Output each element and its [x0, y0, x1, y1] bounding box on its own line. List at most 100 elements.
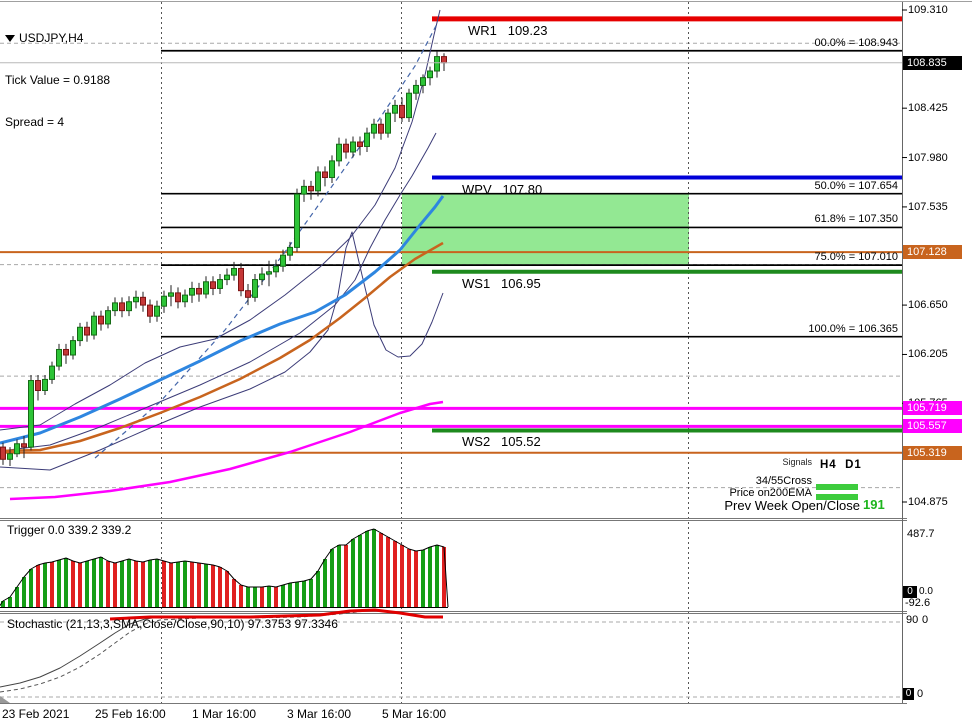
trigger-outline	[0, 528, 449, 608]
time-axis-label: 3 Mar 16:00	[287, 707, 352, 721]
orange-ma-line	[0, 241, 444, 453]
candle-bullish	[126, 301, 132, 312]
stoch-overbought-line	[109, 608, 443, 621]
magenta-ma-line	[9, 400, 444, 501]
candle-bullish	[7, 453, 13, 460]
trigger-histogram-bar	[15, 587, 19, 607]
trigger-histogram-bar	[106, 561, 110, 607]
trigger-value-box: 0	[903, 586, 917, 598]
trigger-histogram-bar	[1, 601, 5, 607]
candle-bullish	[168, 292, 174, 297]
candle-bullish	[287, 246, 293, 256]
candle-bullish	[294, 193, 300, 248]
candle-bullish	[203, 281, 209, 295]
pivot-label-ws1: WS1 106.95	[462, 275, 541, 291]
trigger-axis-min: -92.6	[905, 597, 931, 609]
fib-label: 75.0% = 107.010	[814, 251, 899, 264]
price-level-box: 107.128	[903, 245, 962, 260]
trigger-histogram-bar	[218, 567, 222, 607]
trigger-histogram-bar	[386, 537, 390, 607]
candle-bearish	[21, 443, 27, 448]
candle-bullish	[133, 296, 139, 303]
candle-bearish	[322, 171, 328, 179]
trigger-histogram-bar	[351, 539, 355, 607]
candle-bearish	[98, 315, 104, 325]
candle-bullish	[266, 271, 272, 275]
price-tick-label: 109.310	[908, 4, 948, 16]
trigger-histogram-bar	[393, 541, 397, 607]
candle-bearish	[343, 143, 349, 153]
stoch-value-box: 0	[903, 688, 914, 700]
candle-bearish	[399, 104, 405, 119]
trigger-histogram-bar	[330, 549, 334, 607]
candle-bullish	[364, 132, 370, 147]
trigger-histogram-bar	[267, 586, 271, 607]
candle-bullish	[315, 171, 321, 192]
candle-bullish	[28, 380, 34, 448]
candle-bearish	[245, 290, 251, 298]
trigger-histogram-bar	[8, 597, 12, 607]
signal-row-cross: 34/55Cross	[755, 475, 812, 487]
candle-bullish	[231, 267, 237, 276]
stoch-axis-extra: 0	[922, 614, 929, 626]
candle-bullish	[70, 340, 76, 356]
candle-bearish	[119, 302, 125, 312]
candle-bearish	[0, 446, 6, 460]
trigger-histogram-bar	[316, 571, 320, 607]
trigger-histogram-bar	[274, 587, 278, 607]
candle-bearish	[357, 141, 363, 147]
stoch-level-0-label: 0	[917, 688, 924, 700]
trigger-histogram-bar	[428, 547, 432, 607]
candle-bullish	[224, 274, 230, 281]
trigger-histogram-bar	[78, 563, 82, 607]
candle-bullish	[434, 56, 440, 72]
trigger-histogram-bar	[281, 585, 285, 607]
stochastic-indicator-label: Stochastic (21,13,3,SMA,Close/Close,90,1…	[7, 617, 338, 631]
candle-bullish	[301, 185, 307, 195]
spread-label: Spread = 4	[5, 115, 65, 129]
candle-bullish	[91, 315, 97, 336]
trigger-histogram-bar	[92, 559, 96, 607]
candle-bullish	[217, 279, 223, 289]
candle-bullish	[182, 294, 188, 303]
trigger-histogram-bar	[134, 561, 138, 607]
candle-bullish	[252, 279, 258, 298]
trigger-histogram-bar	[253, 587, 257, 607]
trigger-histogram-bar	[337, 545, 341, 607]
candle-bullish	[273, 265, 279, 273]
price-level-box: 105.319	[903, 445, 962, 460]
candle-bearish	[175, 292, 181, 303]
candle-bearish	[308, 185, 314, 192]
trigger-axis-max: 487.7	[907, 528, 935, 540]
dashed-trendline	[94, 21, 439, 459]
trigger-histogram-bar	[71, 561, 75, 607]
signal-bar-prevweek-h4	[816, 494, 858, 500]
symbol-dropdown-icon	[5, 35, 15, 42]
time-axis-label: 25 Feb 16:00	[95, 707, 166, 721]
candle-bullish	[413, 84, 419, 94]
candle-bearish	[441, 56, 447, 64]
price-tick-label: 107.535	[908, 200, 948, 213]
pivot-label-wr1: WR1 109.23	[468, 22, 548, 38]
trigger-histogram-bar	[176, 562, 180, 607]
trigger-histogram-bar	[379, 533, 383, 607]
blue-ma-line	[0, 195, 445, 445]
trigger-histogram-bar	[169, 563, 173, 607]
candle-bullish	[420, 77, 426, 86]
trigger-histogram-bar	[155, 559, 159, 607]
trigger-histogram-bar	[232, 579, 236, 607]
trigger-histogram-bar	[29, 569, 33, 607]
trigger-histogram-bar	[309, 579, 313, 607]
symbol-legend: USDJPY,H4 Tick Value = 0.9188 Spread = 4	[5, 3, 110, 157]
signal-row-prevweek: Prev Week Open/Close	[724, 498, 860, 513]
bollinger-upper-band	[0, 9, 441, 431]
candle-bullish	[280, 254, 286, 267]
trigger-histogram-bar	[414, 551, 418, 607]
stoch-level-90-label: 90	[906, 614, 919, 626]
trigger-histogram-bar	[365, 531, 369, 607]
trigger-histogram-bar	[64, 558, 68, 607]
trigger-histogram-bar	[204, 564, 208, 607]
trigger-histogram-bar	[400, 545, 404, 607]
candle-bullish	[154, 305, 160, 317]
price-tick-label: 106.650	[908, 299, 948, 312]
